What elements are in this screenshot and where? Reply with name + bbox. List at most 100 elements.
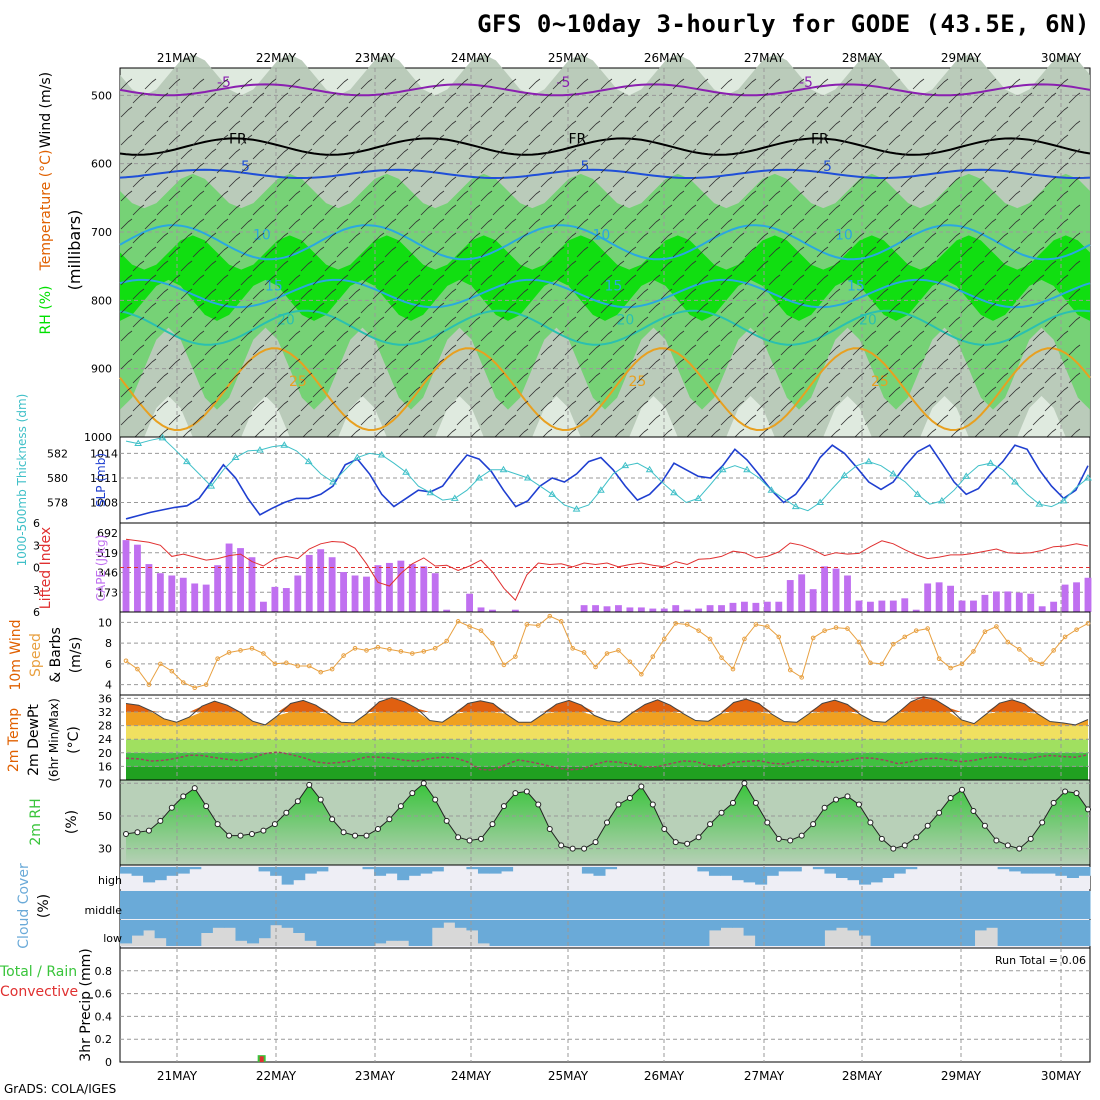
wind-barb [288, 190, 301, 202]
wind-barb [768, 106, 781, 118]
wind-barb [336, 190, 349, 202]
cloud-cell [905, 867, 918, 870]
wind-barb [444, 148, 457, 160]
wind-barb [504, 274, 517, 286]
wind-barb [960, 302, 973, 314]
thickness-marker [694, 494, 703, 501]
cloud-cell [766, 920, 779, 946]
wind-point [661, 636, 667, 642]
wind-barb [552, 218, 565, 230]
wind-barb [900, 372, 913, 384]
temp-tick-20: 20 [98, 747, 112, 760]
wind-barb [888, 246, 901, 258]
wind-barb [588, 372, 601, 384]
wind-barb [876, 232, 889, 244]
wind-barb [432, 274, 445, 286]
wind-barb [816, 134, 829, 146]
wind-barb [180, 372, 193, 384]
cloud-high: high [98, 874, 122, 887]
wind-barb [348, 316, 361, 328]
wind-point [787, 667, 793, 673]
li-tick--6: 6 [33, 517, 40, 530]
wind-barb [936, 78, 949, 90]
rh-point [145, 827, 152, 834]
cloud-cell [651, 920, 664, 946]
wind-barb [204, 176, 217, 188]
wind-barb [120, 358, 133, 370]
wind-barb [720, 302, 733, 314]
wind-barb [420, 288, 433, 300]
cloud-cell [581, 920, 594, 946]
wind-barb [300, 204, 313, 216]
cloud-cell [770, 891, 783, 919]
wind-barb [240, 274, 253, 286]
cape-bar [981, 594, 989, 612]
wind-point [799, 675, 804, 680]
wind-barb [768, 218, 781, 230]
wind-barb [468, 260, 481, 272]
wind-barb [744, 190, 757, 202]
wind-barb [672, 414, 685, 426]
wind-barb [564, 260, 577, 272]
cloud-cell [812, 920, 825, 946]
isotherm-label--5-0: -5 [217, 75, 231, 91]
wind-barb [900, 148, 913, 160]
cloud-cell [131, 867, 144, 876]
wind-barb [984, 190, 997, 202]
rh-point [981, 822, 988, 829]
wind-barb [240, 302, 253, 314]
isotherm-15 [119, 278, 1091, 309]
isotherm-5 [119, 168, 1091, 179]
wind-point [971, 649, 976, 654]
wind-point [146, 682, 152, 687]
wind-barb [864, 162, 877, 174]
thickness-marker [353, 453, 362, 460]
cloud-cell [462, 891, 475, 919]
wind-barb [528, 386, 541, 398]
wind-point [295, 663, 301, 669]
wind-point [1028, 657, 1034, 663]
wind-barb [876, 148, 889, 160]
wind-barb [300, 232, 313, 244]
cloud-cell [1009, 920, 1022, 946]
wind-barb [648, 358, 661, 370]
cloud-cell [610, 891, 623, 919]
cloud-cell [708, 867, 721, 876]
wind-barb [192, 190, 205, 202]
wind-barb [228, 344, 241, 356]
pressure-tick-700: 700 [91, 226, 112, 239]
isotherm-label-FR-1: FR [569, 132, 587, 148]
wind-barb [864, 302, 877, 314]
wind-barb [1020, 372, 1033, 384]
cloud-cell [477, 867, 491, 874]
wind-point [352, 646, 358, 651]
wind-barb [948, 400, 961, 412]
cloud-cell [188, 891, 201, 919]
wind-tick-8: 8 [105, 637, 112, 650]
wind-barb [600, 106, 613, 118]
cloud-cell [951, 920, 964, 946]
cloud-cell [245, 891, 258, 919]
wind-barb [684, 204, 697, 216]
wind-barb [792, 134, 805, 146]
pressure-tick-800: 800 [91, 294, 112, 307]
wind-barb [120, 134, 133, 146]
cape-bar [408, 564, 416, 612]
wind-barb [840, 302, 853, 314]
wind-point [765, 624, 770, 629]
thickness-marker [816, 498, 824, 506]
wind-point [169, 668, 175, 674]
wind-barb [972, 92, 985, 104]
cloud-cell [732, 920, 745, 928]
cloud-cell [708, 920, 721, 931]
wind-barb [600, 414, 613, 426]
wind-barb [264, 134, 277, 146]
wind-barb [132, 232, 145, 244]
label-precip-total: Total / Rain [0, 964, 77, 980]
cloud-cell [1020, 867, 1033, 874]
cloud-cell [362, 920, 375, 946]
rh-point [489, 821, 496, 828]
wind-barb [276, 204, 289, 216]
wind-barb [384, 78, 397, 90]
wind-barb [960, 274, 973, 286]
